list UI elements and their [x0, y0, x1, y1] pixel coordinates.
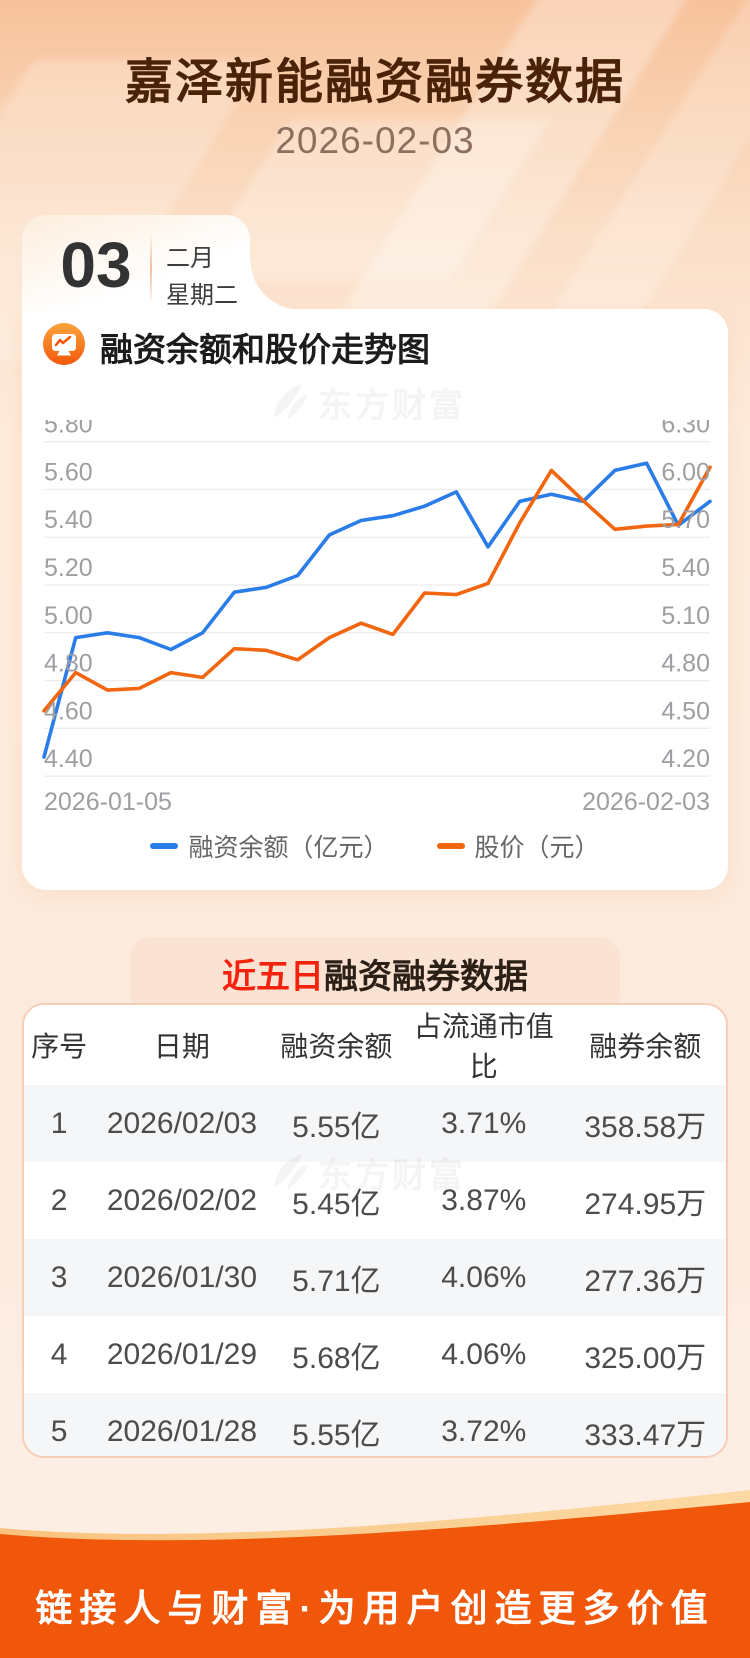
table-cell: 1 [50, 1106, 68, 1140]
axis-tick: 2026-01-05 [44, 788, 172, 816]
table-cell: 333.47万 [584, 1418, 707, 1452]
axis-tick: 5.20 [44, 554, 93, 582]
footer-slogan: 链接人与财富·为用户创造更多价值 [35, 1588, 715, 1629]
table-cell: 3 [50, 1260, 68, 1294]
table-cell: 4.06% [441, 1337, 527, 1371]
table-row: 1 2026/02/03 5.55亿 3.71% 358.58万 [24, 1085, 726, 1162]
table-title-highlight: 近五日 [222, 958, 324, 996]
table-title-rest: 融资融券数据 [324, 958, 528, 996]
table-column-header: 融券余额 [589, 1031, 702, 1062]
footer-wave [0, 1490, 750, 1658]
table-column-header: 序号 [31, 1031, 88, 1062]
table-cell: 4 [50, 1337, 68, 1371]
table-header-row: 序号 日期 融资余额 占流通市值比 融券余额 [24, 1005, 726, 1085]
axis-tick: 5.00 [44, 602, 93, 630]
table-cell: 3.71% [441, 1106, 527, 1140]
margin-data-table: 序号 日期 融资余额 占流通市值比 融券余额 1 2026/02/03 5.55亿 3.71%… [24, 1005, 726, 1456]
table-cell: 2026/02/03 [106, 1106, 258, 1140]
axis-tick: 6.30 [661, 420, 710, 439]
weekday-label: 星期二 [166, 282, 238, 309]
table-cell: 5.55亿 [292, 1418, 381, 1452]
axis-tick: 5.70 [661, 506, 710, 534]
data-table-card: 序号 日期 融资余额 占流通市值比 融券余额 1 2026/02/03 5.55亿 3.71%… [22, 1003, 728, 1458]
page-date: 2026-02-03 [275, 120, 475, 161]
table-column-header: 融资余额 [280, 1031, 393, 1062]
axis-tick: 4.40 [44, 745, 93, 773]
table-cell: 2 [50, 1183, 68, 1217]
chart-monitor-icon [42, 322, 86, 371]
axis-tick: 4.80 [661, 650, 710, 678]
table-title: 近五日融资融券数据 [222, 949, 528, 998]
legend-swatch-orange [436, 843, 465, 849]
table-column-header: 占流通市值比 [413, 1011, 554, 1082]
day-number: 03 [60, 229, 132, 301]
table-cell: 5.68亿 [292, 1341, 381, 1375]
table-cell: 277.36万 [584, 1264, 707, 1298]
table-title-box: 近五日融资融券数据 [130, 937, 620, 1015]
trend-line-chart: 5.80 5.60 5.40 5.20 5.00 4.80 4.60 4.40 6.30 6.00… [42, 420, 712, 816]
chart-section-header: 融资余额和股价走势图 [42, 322, 430, 371]
table-cell: 5.55亿 [292, 1110, 381, 1144]
table-cell: 5.71亿 [292, 1264, 381, 1298]
legend-swatch-blue [150, 843, 179, 849]
table-cell: 5 [50, 1414, 68, 1448]
axis-tick: 5.40 [44, 506, 93, 534]
month-label: 二月 [166, 245, 214, 272]
axis-tick: 5.80 [44, 420, 93, 439]
table-body: 1 2026/02/03 5.55亿 3.71% 358.58万 2 2026/02/02 5… [24, 1085, 726, 1456]
axis-tick: 5.60 [44, 458, 93, 486]
table-cell: 2026/02/02 [106, 1183, 258, 1217]
date-card [22, 215, 250, 311]
legend-item-stock-price: 股价（元） [436, 828, 600, 864]
table-cell: 2026/01/29 [106, 1337, 258, 1371]
table-row: 2 2026/02/02 5.45亿 3.87% 274.95万 [24, 1162, 726, 1239]
page-title: 嘉泽新能融资融券数据 [124, 56, 625, 109]
table-cell: 3.72% [441, 1414, 527, 1448]
axis-tick: 5.10 [661, 602, 710, 630]
table-row: 5 2026/01/28 5.55亿 3.72% 333.47万 [24, 1393, 726, 1456]
table-row: 3 2026/01/30 5.71亿 4.06% 277.36万 [24, 1239, 726, 1316]
table-cell: 2026/01/28 [106, 1414, 258, 1448]
table-cell: 2026/01/30 [106, 1260, 258, 1294]
axis-tick: 4.50 [661, 697, 710, 725]
axis-tick: 4.80 [44, 650, 93, 678]
chart-card [22, 309, 728, 890]
table-cell: 358.58万 [584, 1110, 707, 1144]
table-cell: 325.00万 [584, 1341, 707, 1375]
axis-tick: 4.60 [44, 697, 93, 725]
axis-tick: 4.20 [661, 745, 710, 773]
chart-legend: 融资余额（亿元） 股价（元） [0, 828, 750, 864]
table-cell: 274.95万 [584, 1187, 707, 1221]
table-column-header: 日期 [153, 1031, 210, 1062]
table-cell: 5.45亿 [292, 1187, 381, 1221]
table-cell: 3.87% [441, 1183, 527, 1217]
date-card-curve [250, 260, 300, 310]
chart-section-title: 融资余额和股价走势图 [100, 330, 430, 368]
table-row: 4 2026/01/29 5.68亿 4.06% 325.00万 [24, 1316, 726, 1393]
axis-tick: 5.40 [661, 554, 710, 582]
legend-label: 融资余额（亿元） [188, 834, 389, 862]
legend-label: 股价（元） [474, 834, 600, 862]
table-cell: 4.06% [441, 1260, 527, 1294]
axis-tick: 2026-02-03 [582, 788, 710, 816]
date-divider [150, 238, 152, 300]
axis-tick: 6.00 [661, 458, 710, 486]
legend-item-margin-balance: 融资余额（亿元） [150, 828, 389, 864]
